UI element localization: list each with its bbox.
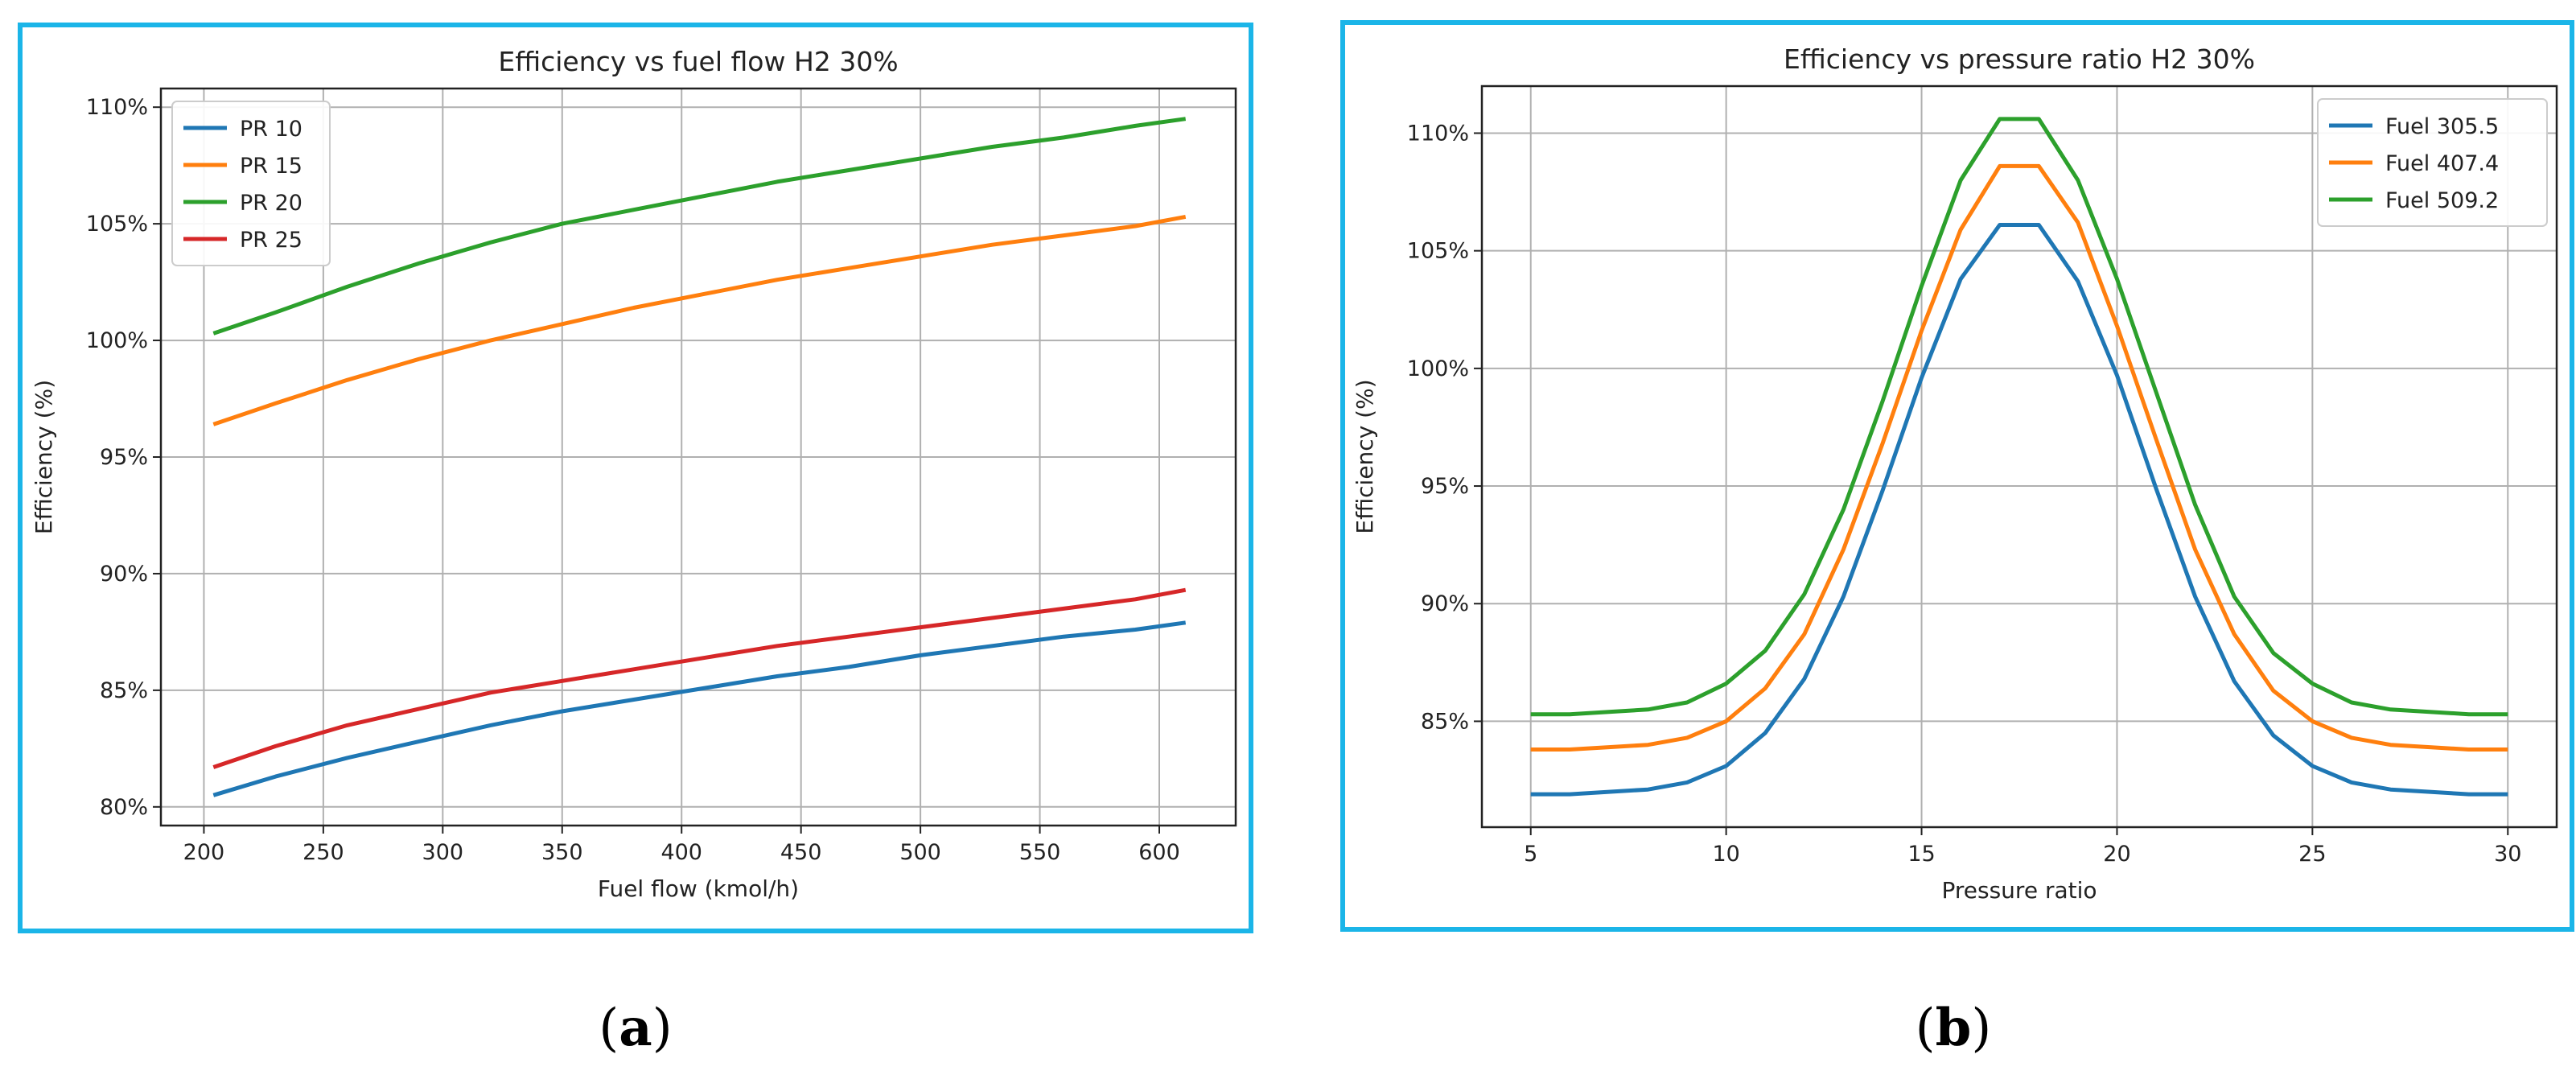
x-tick-label: 20 [2103,842,2130,867]
x-tick-label: 30 [2494,842,2521,867]
y-tick-label: 110% [86,95,148,120]
x-tick-label: 600 [1138,840,1180,865]
x-tick-label: 500 [899,840,941,865]
x-tick-label: 200 [183,840,225,865]
y-tick-label: 110% [1407,121,1469,146]
chart-a-xlabel: Fuel flow (kmol/h) [598,875,799,902]
legend-label: PR 10 [240,117,302,142]
x-tick-label: 350 [541,840,583,865]
chart-a-axes-frame [159,87,1237,827]
x-tick-label: 450 [780,840,822,865]
legend-box [2317,98,2548,227]
series-line-fuel-407-4 [1530,163,2508,752]
caption-a-letter: a [619,998,652,1058]
caption-b-letter: b [1935,998,1972,1058]
y-tick-label: 105% [1407,239,1469,264]
series-line-fuel-305-5 [1530,223,2508,797]
y-tick-label: 95% [1421,474,1469,499]
chart-a-grid [161,89,1236,826]
x-tick-label: 550 [1019,840,1061,865]
legend-label: PR 20 [240,191,302,216]
legend-label: PR 15 [240,154,302,179]
chart-a-svg: Efficiency vs fuel flow H2 30% 200 250 300 3… [31,46,1237,902]
legend-label: Fuel 305.5 [2385,114,2499,139]
chart-b-svg: Efficiency vs pressure ratio H2 30% 5 10 15… [1352,43,2558,904]
series-line-pr-20 [212,117,1187,336]
x-tick-label: 400 [660,840,702,865]
x-tick-label: 10 [1712,842,1739,867]
x-tick-label: 15 [1907,842,1935,867]
figure-panel-a: Efficiency vs fuel flow H2 30% 200 250 300 3… [18,23,1253,933]
x-tick-label: 25 [2298,842,2326,867]
y-tick-label: 85% [100,678,148,703]
legend-label: PR 25 [240,228,302,253]
y-tick-label: 95% [100,445,148,470]
chart-a-legend: PR 10 PR 15 PR 20 PR 25 [171,101,331,266]
y-tick-label: 90% [100,562,148,587]
chart-b-xlabel: Pressure ratio [1941,877,2097,904]
y-tick-label: 85% [1421,709,1469,734]
chart-b-axes-frame [1480,84,2558,829]
y-tick-label: 100% [86,328,148,353]
chart-b-title: Efficiency vs pressure ratio H2 30% [1784,43,2255,75]
x-tick-label: 250 [302,840,344,865]
series-line-pr-25 [212,587,1187,769]
legend-label: Fuel 407.4 [2385,151,2499,176]
x-tick-label: 300 [422,840,464,865]
caption-a: (a) [599,998,673,1058]
y-tick-label: 90% [1421,591,1469,616]
caption-b: (b) [1915,998,1992,1058]
y-tick-label: 100% [1407,356,1469,381]
chart-b-ylabel: Efficiency (%) [1352,379,1378,533]
y-tick-label: 105% [86,212,148,237]
legend-box [171,101,331,266]
y-tick-label: 80% [100,795,148,820]
series-line-pr-10 [212,620,1187,797]
series-line-fuel-509-2 [1530,117,2508,717]
figure-panel-b: Efficiency vs pressure ratio H2 30% 5 10 15… [1340,20,2574,932]
chart-a-ylabel: Efficiency (%) [31,380,57,534]
chart-a-title: Efficiency vs fuel flow H2 30% [498,46,898,77]
series-line-pr-15 [212,214,1187,426]
chart-b-legend: Fuel 305.5 Fuel 407.4 Fuel 509.2 [2317,98,2548,227]
legend-label: Fuel 509.2 [2385,188,2499,213]
x-tick-label: 5 [1524,842,1537,867]
